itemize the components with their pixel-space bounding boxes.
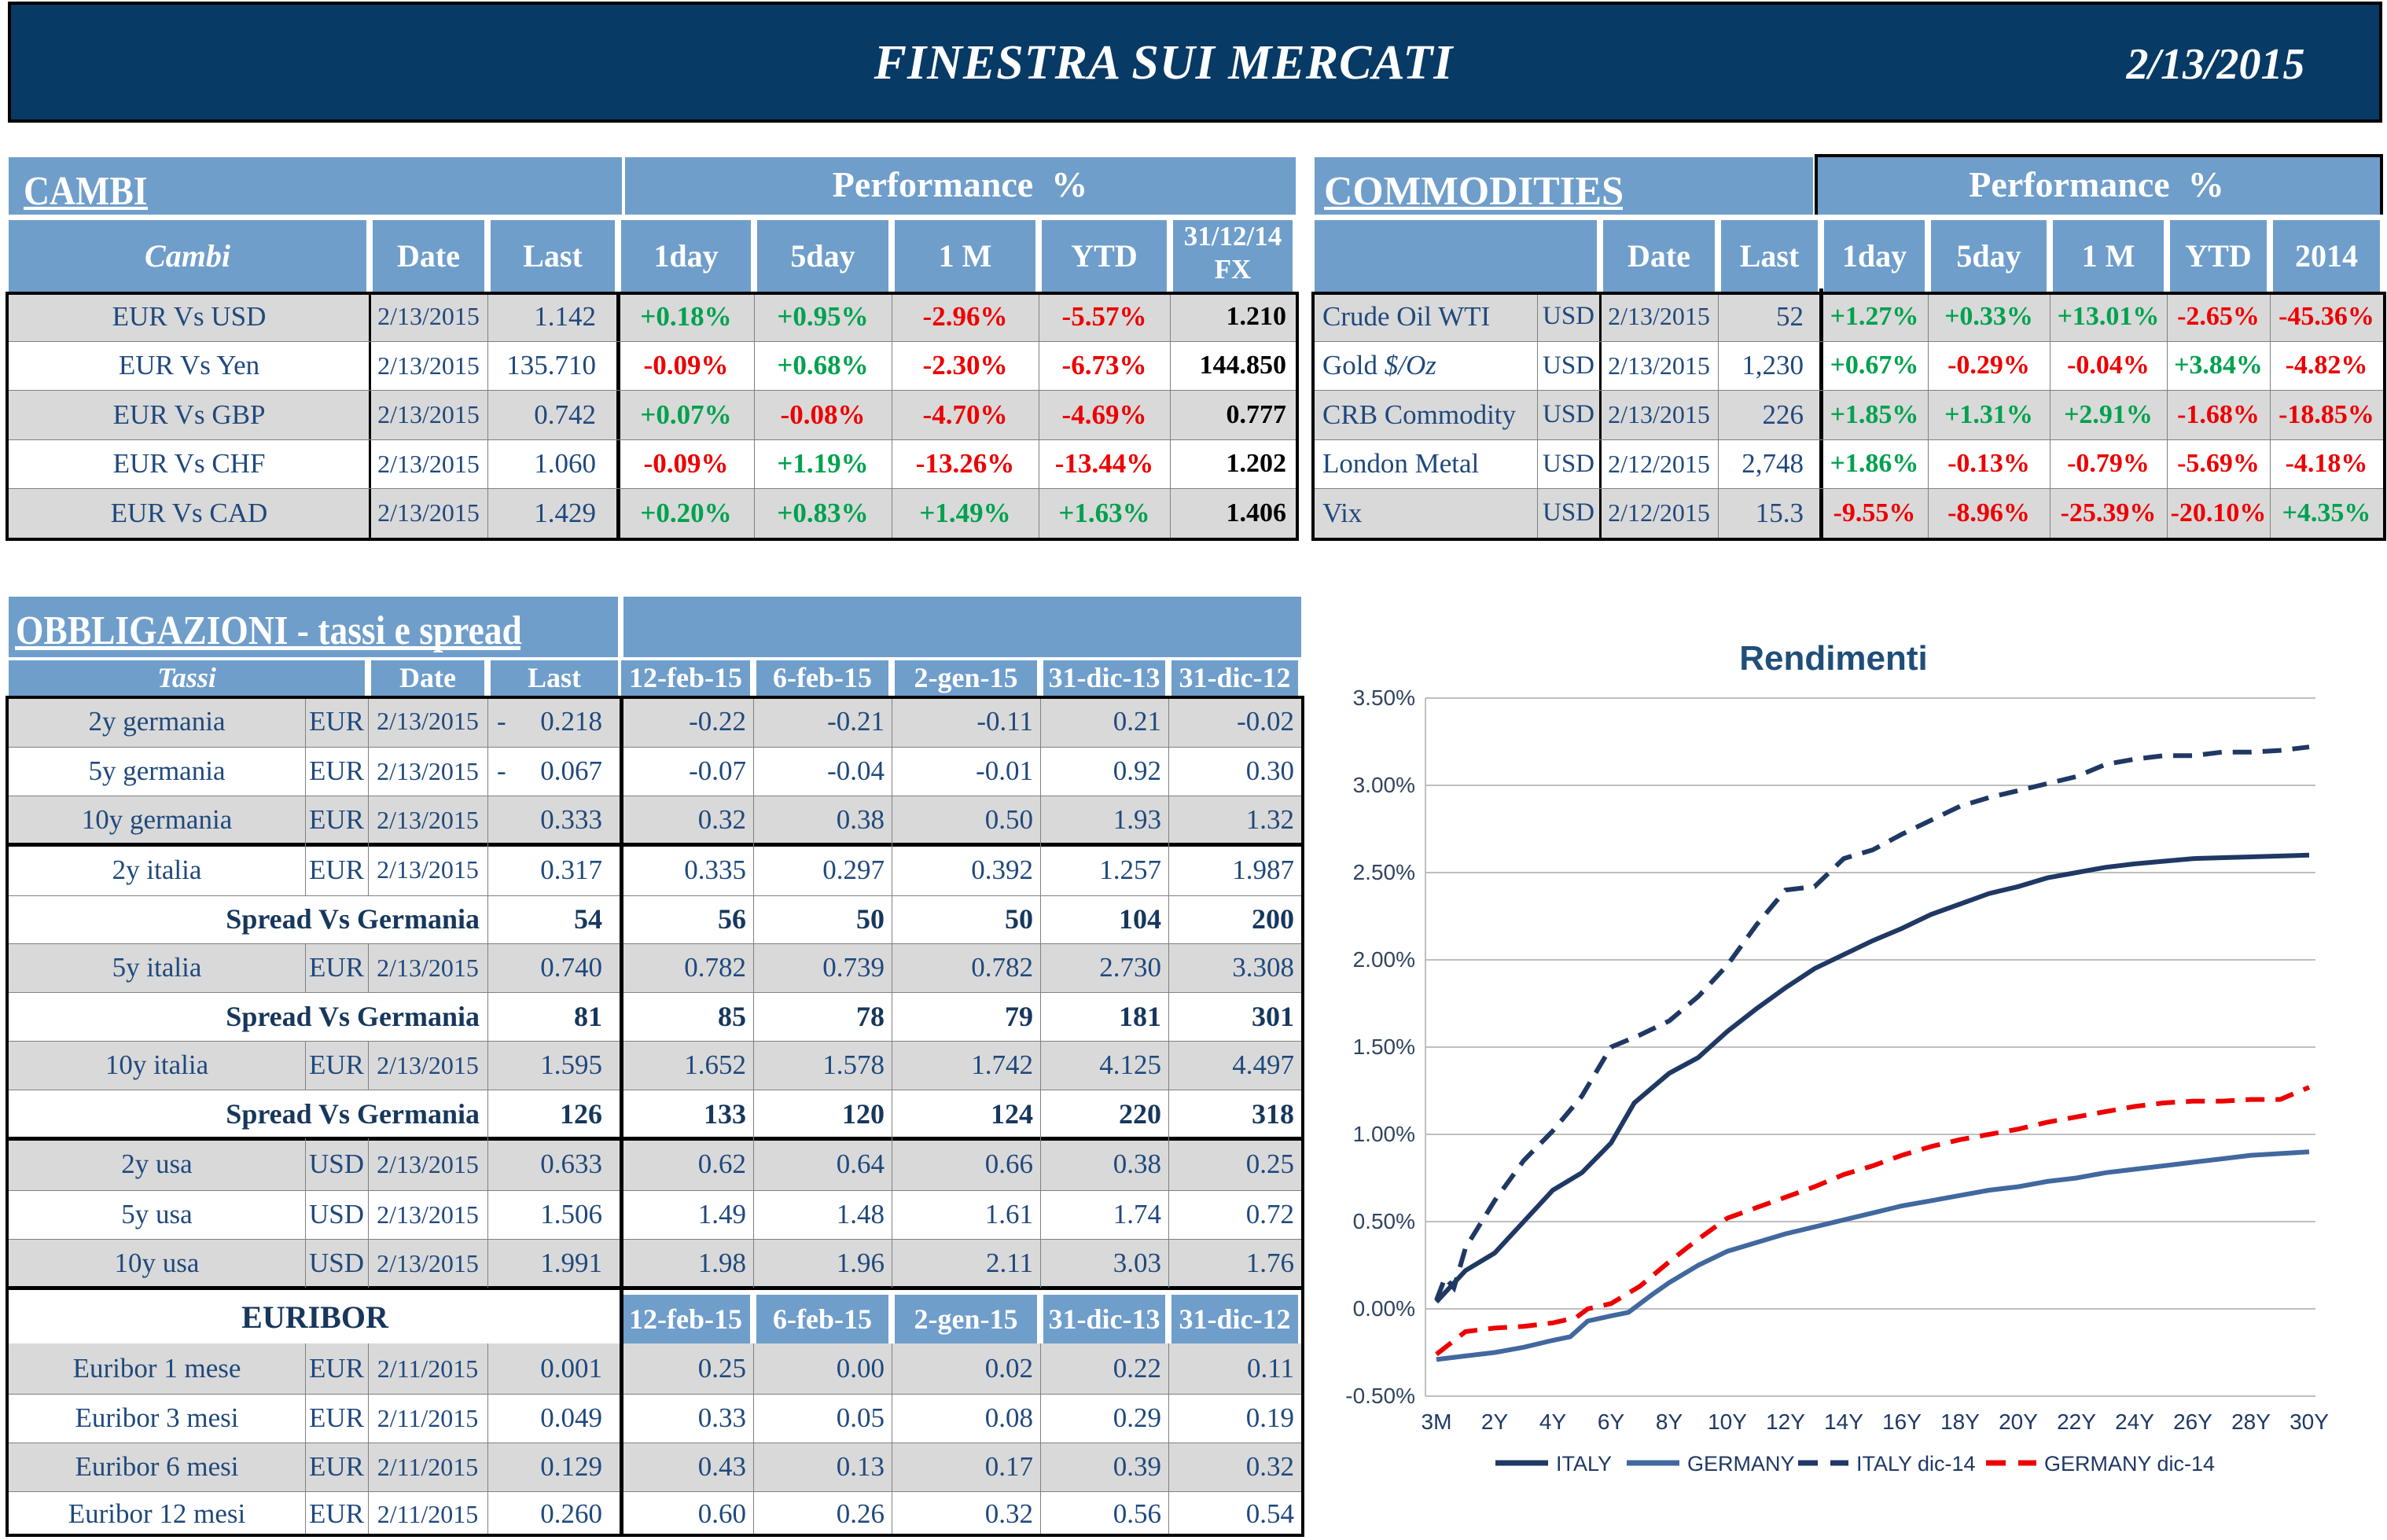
- svg-text:30Y: 30Y: [2290, 1410, 2329, 1434]
- svg-text:28Y: 28Y: [2231, 1410, 2271, 1434]
- svg-text:6Y: 6Y: [1598, 1410, 1625, 1434]
- svg-text:2Y: 2Y: [1481, 1410, 1509, 1434]
- svg-text:2.50%: 2.50%: [1353, 860, 1415, 884]
- svg-text:GERMANY dic-14: GERMANY dic-14: [2044, 1452, 2215, 1476]
- svg-text:12Y: 12Y: [1766, 1410, 1805, 1434]
- svg-text:26Y: 26Y: [2173, 1410, 2212, 1434]
- svg-text:ITALY: ITALY: [1556, 1452, 1612, 1476]
- svg-text:24Y: 24Y: [2115, 1410, 2154, 1434]
- svg-text:4Y: 4Y: [1539, 1410, 1567, 1434]
- svg-text:1.50%: 1.50%: [1353, 1035, 1415, 1059]
- svg-text:0.00%: 0.00%: [1353, 1296, 1415, 1321]
- svg-text:-0.50%: -0.50%: [1345, 1384, 1415, 1408]
- svg-text:8Y: 8Y: [1656, 1410, 1683, 1434]
- svg-text:0.50%: 0.50%: [1353, 1209, 1415, 1233]
- svg-text:22Y: 22Y: [2057, 1410, 2096, 1434]
- svg-text:ITALY dic-14: ITALY dic-14: [1856, 1452, 1976, 1476]
- svg-text:3M: 3M: [1422, 1410, 1452, 1434]
- svg-text:3.00%: 3.00%: [1353, 773, 1415, 797]
- svg-text:GERMANY: GERMANY: [1687, 1452, 1795, 1476]
- svg-text:Rendimenti: Rendimenti: [1739, 639, 1928, 678]
- svg-text:10Y: 10Y: [1708, 1410, 1747, 1434]
- svg-text:2.00%: 2.00%: [1353, 947, 1415, 972]
- svg-text:20Y: 20Y: [1999, 1410, 2038, 1434]
- svg-text:16Y: 16Y: [1882, 1410, 1922, 1434]
- svg-text:1.00%: 1.00%: [1353, 1122, 1415, 1146]
- svg-text:14Y: 14Y: [1824, 1410, 1863, 1434]
- svg-text:3.50%: 3.50%: [1353, 685, 1415, 710]
- svg-text:18Y: 18Y: [1940, 1410, 1980, 1434]
